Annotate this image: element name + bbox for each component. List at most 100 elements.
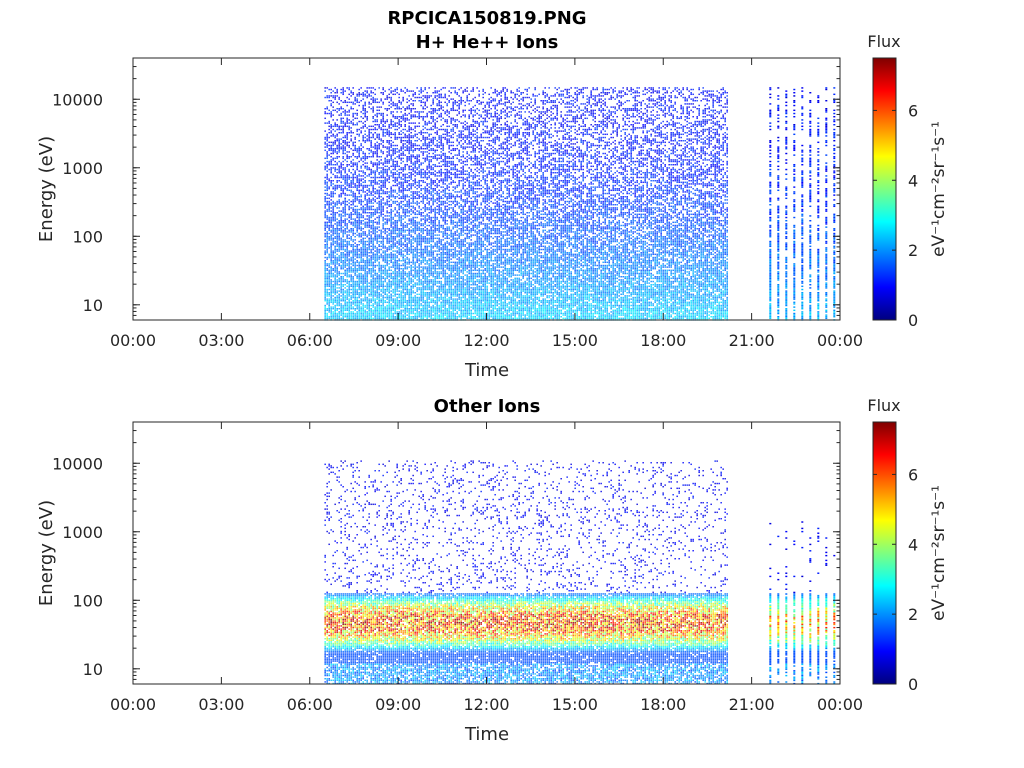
spectrogram-cell: [332, 256, 334, 259]
spectrogram-cell: [350, 258, 352, 260]
spectrogram-cell: [334, 247, 336, 249]
spectrogram-cell: [382, 120, 384, 123]
spectrogram-cell: [408, 95, 410, 97]
spectrogram-cell: [416, 256, 418, 259]
spectrogram-cell: [384, 180, 386, 182]
spectrogram-cell: [342, 176, 344, 179]
spectrogram-cell: [392, 261, 394, 264]
spectrogram-cell: [420, 256, 422, 259]
spectrogram-cell: [382, 119, 384, 121]
spectrogram-cell: [326, 218, 328, 220]
spectrogram-cell: [416, 188, 418, 190]
spectrogram-cell: [398, 272, 400, 275]
spectrogram-cell: [404, 301, 406, 304]
spectrogram-cell: [402, 215, 404, 217]
spectrogram-cell: [346, 122, 348, 124]
spectrogram-cell: [366, 300, 368, 302]
spectrogram-cell: [406, 189, 408, 192]
spectrogram-cell: [330, 284, 332, 286]
spectrogram-cell: [356, 114, 358, 116]
spectrogram-cell: [416, 237, 418, 240]
spectrogram-cell: [380, 114, 382, 116]
spectrogram-cell: [390, 258, 392, 260]
spectrogram-cell: [430, 138, 432, 140]
spectrogram-cell: [408, 258, 410, 260]
spectrogram-cell: [418, 172, 420, 174]
spectrogram-cell: [348, 220, 350, 222]
spectrogram-cell: [402, 234, 404, 236]
spectrogram-cell: [384, 228, 386, 230]
spectrogram-cell: [404, 125, 406, 128]
spectrogram-cell: [332, 218, 334, 220]
spectrogram-cell: [390, 124, 392, 126]
spectrogram-cell: [326, 247, 328, 249]
spectrogram-cell: [330, 244, 332, 246]
spectrogram-cell: [366, 277, 368, 280]
spectrogram-cell: [336, 144, 338, 147]
spectrogram-cell: [388, 269, 390, 272]
spectrogram-cell: [344, 274, 346, 276]
spectrogram-cell: [364, 231, 366, 233]
spectrogram-cell: [400, 221, 402, 224]
spectrogram-cell: [412, 200, 414, 203]
spectrogram-cell: [340, 292, 342, 294]
spectrogram-cell: [404, 149, 406, 152]
spectrogram-cell: [422, 271, 424, 273]
spectrogram-cell: [352, 258, 354, 260]
spectrogram-cell: [328, 236, 330, 238]
spectrogram-cell: [382, 101, 384, 104]
spectrogram-cell: [326, 138, 328, 140]
spectrogram-cell: [348, 141, 350, 144]
spectrogram-cell: [356, 176, 358, 179]
spectrogram-cell: [426, 167, 428, 169]
spectrogram-cell: [326, 244, 328, 246]
spectrogram-cell: [410, 143, 412, 145]
spectrogram-cell: [336, 303, 338, 305]
spectrogram-cell: [428, 282, 430, 284]
spectrogram-cell: [400, 287, 402, 289]
spectrogram-cell: [414, 316, 416, 318]
spectrogram-cell: [390, 303, 392, 305]
spectrogram-cell: [330, 269, 332, 272]
spectrogram-cell: [422, 288, 424, 291]
spectrogram-cell: [428, 170, 430, 172]
spectrogram-cell: [372, 284, 374, 286]
spectrogram-cell: [382, 224, 384, 227]
spectrogram-cell: [340, 194, 342, 196]
spectrogram-cell: [404, 237, 406, 240]
spectrogram-cell: [392, 308, 394, 310]
spectrogram-cell: [326, 293, 328, 296]
spectrogram-cell: [336, 276, 338, 278]
spectrogram-cell: [342, 304, 344, 307]
spectrogram-cell: [398, 306, 400, 308]
spectrogram-cell: [394, 133, 396, 136]
spectrogram-cell: [376, 151, 378, 153]
spectrogram-cell: [334, 167, 336, 169]
spectrogram-cell: [404, 268, 406, 270]
spectrogram-cell: [344, 301, 346, 304]
spectrogram-cell: [398, 106, 400, 108]
spectrogram-cell: [382, 280, 384, 283]
spectrogram-cell: [430, 173, 432, 176]
spectrogram-cell: [390, 266, 392, 268]
spectrogram-cell: [406, 263, 408, 265]
spectrogram-cell: [400, 304, 402, 307]
spectrogram-cell: [338, 263, 340, 265]
spectrogram-cell: [402, 196, 404, 198]
spectrogram-cell: [376, 221, 378, 224]
spectrogram-cell: [374, 316, 376, 318]
spectrogram-cell: [414, 207, 416, 209]
spectrogram-cell: [418, 205, 420, 208]
spectrogram-cell: [418, 280, 420, 283]
spectrogram-cell: [422, 143, 424, 145]
spectrogram-cell: [356, 223, 358, 225]
spectrogram-cell: [352, 287, 354, 289]
spectrogram-cell: [390, 120, 392, 123]
spectrogram-cell: [358, 208, 360, 211]
spectrogram-cell: [374, 128, 376, 131]
spectrogram-cell: [388, 314, 390, 316]
spectrogram-cell: [326, 106, 328, 108]
spectrogram-cell: [362, 157, 364, 160]
spectrogram-cell: [420, 284, 422, 286]
spectrogram-cell: [412, 162, 414, 164]
